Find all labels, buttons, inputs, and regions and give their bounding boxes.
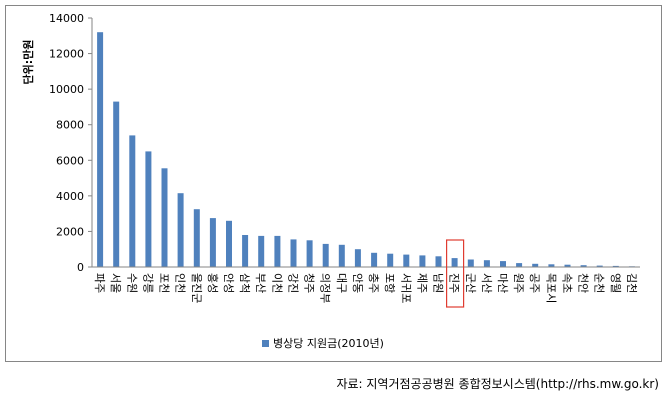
- y-axis-label-group: 단위:만원: [21, 40, 35, 85]
- bar: [338, 244, 345, 267]
- bar: [209, 218, 216, 267]
- bar: [500, 261, 506, 267]
- y-tick-label: 6000: [56, 154, 84, 167]
- bar: [274, 235, 281, 267]
- bar: [306, 240, 313, 267]
- legend-label: 병상당 지원금(2010년): [273, 337, 384, 350]
- bar: [226, 220, 232, 267]
- x-tick-label: 순천: [593, 273, 607, 293]
- bar: [371, 252, 378, 267]
- x-tick-label: 수원: [125, 273, 138, 293]
- x-tick-label: 포천: [158, 273, 172, 293]
- x-tick-label: 충주: [367, 273, 380, 293]
- y-tick-label: 4000: [56, 190, 84, 203]
- bar: [97, 32, 104, 268]
- y-tick-label: 8000: [56, 119, 84, 132]
- bar: [145, 151, 152, 267]
- x-tick-label: 서산: [480, 273, 493, 293]
- x-tick-label: 홍성: [206, 273, 220, 293]
- bar: [467, 259, 474, 267]
- x-tick-label: 남원: [432, 273, 445, 293]
- x-tick-label: 목포시: [544, 273, 557, 303]
- bar: [387, 253, 394, 267]
- bar: [532, 263, 539, 267]
- x-tick-label: 마산: [496, 273, 509, 293]
- bar: [580, 265, 587, 267]
- x-tick-label: 제주: [415, 273, 428, 293]
- y-tick-label: 0: [77, 261, 84, 274]
- bar: [451, 258, 458, 267]
- x-tick-label: 안성: [222, 273, 235, 293]
- bar: [435, 256, 442, 267]
- x-tick-label: 강릉: [141, 273, 154, 293]
- x-tick-label: 부산: [254, 273, 267, 293]
- bar: [596, 265, 603, 267]
- y-tick-label: 14000: [49, 12, 84, 25]
- source-caption: 자료: 지역거점공공병원 종합정보시스템(http://rhs.mw.go.kr…: [336, 377, 659, 391]
- bar: [161, 168, 168, 267]
- bar: [548, 264, 555, 267]
- bar: [177, 193, 184, 267]
- x-tick-label: 원주: [512, 273, 525, 293]
- highlight-box: [446, 239, 465, 308]
- bar: [193, 209, 200, 267]
- x-tick-label: 의정부: [319, 273, 332, 303]
- bars: [97, 32, 635, 268]
- x-tick-label: 삼척: [238, 273, 251, 293]
- x-tick-label: 천안: [577, 273, 591, 293]
- x-tick-label: 이천: [270, 273, 284, 293]
- x-tick-label: 김천: [625, 273, 639, 293]
- x-tick-label: 강진: [287, 273, 300, 293]
- y-axis-label: 단위:만원: [21, 40, 35, 85]
- bar: [516, 263, 523, 267]
- bar: [129, 135, 136, 267]
- x-axis: 파주 서울 수원 강릉 포천 인천 울진군 홍성 안성 삼척 부산 이천 강진 청주 의정부 대구 안동 충주 포항…: [92, 239, 640, 308]
- x-tick-label: 청주: [303, 273, 316, 293]
- bar: [403, 254, 410, 267]
- bar: [483, 260, 490, 267]
- bar: [354, 249, 361, 267]
- y-tick-label: 2000: [56, 225, 84, 238]
- legend: 병상당 지원금(2010년): [262, 337, 384, 350]
- x-tick-label: 속초: [561, 273, 574, 293]
- bar: [564, 264, 571, 267]
- legend-swatch: [262, 340, 269, 347]
- y-axis: 0 2000 4000 6000 8000 10000 12000 14000: [49, 12, 93, 274]
- x-tick-label: 영월: [609, 273, 622, 293]
- x-tick-label: 파주: [93, 273, 106, 293]
- bar: [242, 235, 249, 267]
- bar: [612, 265, 619, 267]
- x-tick-label: 대구: [335, 273, 348, 293]
- x-tick-label: 군산: [464, 273, 477, 293]
- bar: [322, 243, 329, 267]
- bar: [419, 255, 426, 267]
- x-tick-label: 포항: [383, 273, 396, 293]
- bar: [290, 239, 297, 267]
- y-tick-label: 12000: [49, 48, 84, 61]
- x-tick-label: 울진군: [190, 273, 203, 303]
- bar: [113, 101, 120, 267]
- x-tick-label: 서귀포: [399, 273, 412, 303]
- x-tick-label: 진주: [448, 273, 461, 293]
- x-tick-label: 인천: [174, 273, 188, 293]
- x-tick-label: 공주: [528, 273, 541, 293]
- bar: [258, 235, 265, 267]
- y-tick-label: 10000: [49, 83, 84, 96]
- x-tick-label: 서울: [109, 273, 122, 293]
- x-tick-label: 안동: [351, 273, 364, 293]
